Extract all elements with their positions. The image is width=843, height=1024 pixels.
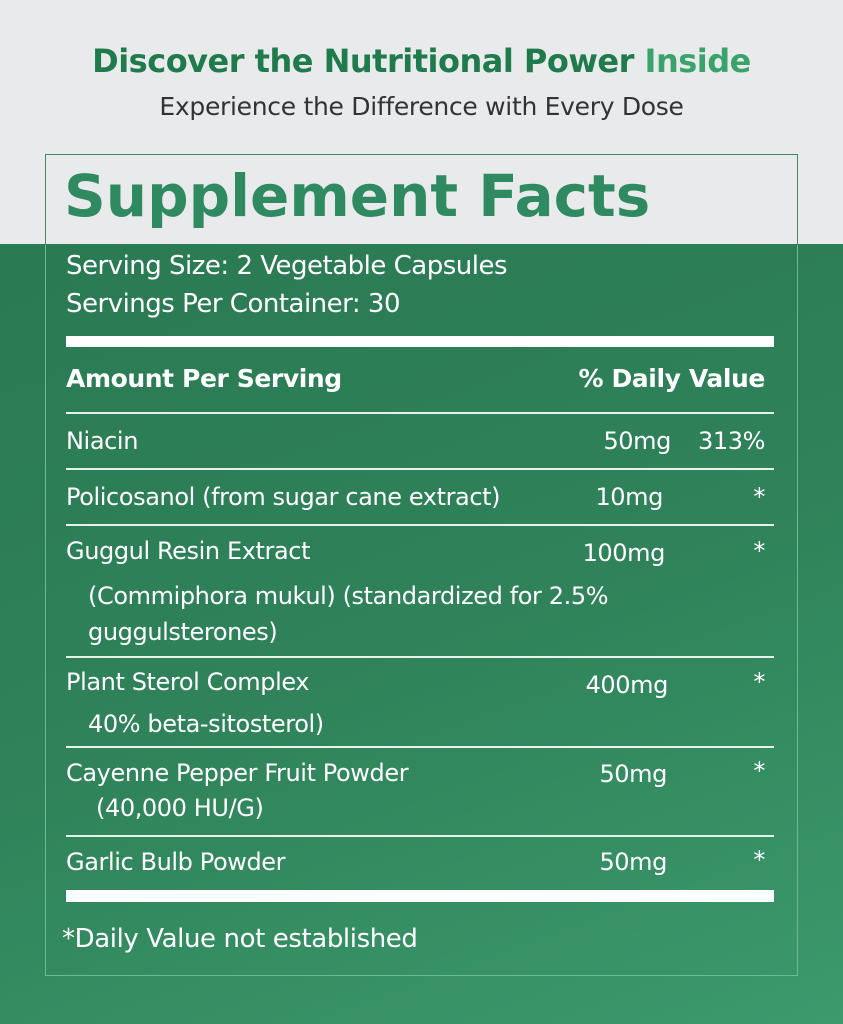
thick-divider bbox=[66, 336, 774, 347]
ingredient-detail: 40% beta-sitosterol) bbox=[88, 710, 324, 738]
ingredient-name: Policosanol (from sugar cane extract) bbox=[66, 483, 501, 511]
ingredient-detail: (40,000 HU/G) bbox=[96, 794, 264, 822]
ingredient-detail: (Commiphora mukul) (standardized for 2.5… bbox=[88, 582, 609, 610]
ingredient-dv: * bbox=[753, 537, 765, 565]
ingredient-dv: * bbox=[753, 757, 765, 785]
ingredient-dv: * bbox=[753, 483, 765, 511]
ingredient-dv: 313% bbox=[697, 427, 765, 455]
ingredient-dv: * bbox=[753, 668, 765, 696]
headline: Discover the Nutritional Power Inside bbox=[92, 42, 751, 80]
divider bbox=[66, 746, 774, 748]
ingredient-dv: * bbox=[753, 846, 765, 874]
ingredient-name: Niacin bbox=[66, 427, 139, 455]
ingredient-name: Guggul Resin Extract bbox=[66, 537, 311, 565]
daily-value-header: % Daily Value bbox=[578, 364, 766, 393]
ingredient-name: Garlic Bulb Powder bbox=[66, 848, 286, 876]
ingredient-amount: 10mg bbox=[595, 483, 663, 511]
divider bbox=[66, 656, 774, 658]
top-background bbox=[0, 0, 843, 244]
thick-divider bbox=[66, 890, 774, 902]
divider bbox=[66, 524, 774, 526]
footnote: *Daily Value not established bbox=[62, 924, 418, 954]
ingredient-detail: guggulsterones) bbox=[88, 618, 278, 646]
subheadline: Experience the Difference with Every Dos… bbox=[159, 92, 684, 121]
ingredient-name: Cayenne Pepper Fruit Powder bbox=[66, 759, 409, 787]
servings-per-container: Servings Per Container: 30 bbox=[66, 289, 401, 319]
divider bbox=[66, 412, 774, 414]
ingredient-amount: 50mg bbox=[603, 427, 671, 455]
ingredient-amount: 50mg bbox=[599, 760, 667, 788]
ingredient-name: Plant Sterol Complex bbox=[66, 668, 310, 696]
amount-per-serving-header: Amount Per Serving bbox=[66, 364, 342, 393]
divider bbox=[66, 468, 774, 470]
ingredient-amount: 50mg bbox=[599, 848, 667, 876]
divider bbox=[66, 835, 774, 837]
serving-size: Serving Size: 2 Vegetable Capsules bbox=[66, 251, 508, 281]
facts-title: Supplement Facts bbox=[64, 162, 651, 230]
ingredient-amount: 100mg bbox=[582, 539, 666, 567]
supplement-facts-panel bbox=[44, 153, 798, 976]
ingredient-amount: 400mg bbox=[585, 671, 669, 699]
